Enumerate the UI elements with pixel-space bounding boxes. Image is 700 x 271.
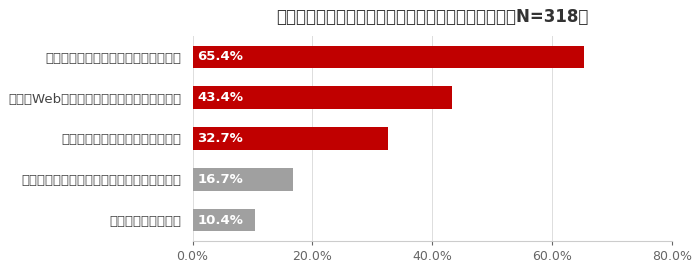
Text: 10.4%: 10.4% (197, 214, 243, 227)
Bar (193, 127, 389, 150)
Bar (193, 209, 255, 231)
Text: 43.4%: 43.4% (197, 91, 244, 104)
Bar (193, 86, 452, 109)
Text: 32.7%: 32.7% (197, 132, 243, 145)
Bar (193, 46, 584, 68)
Text: 16.7%: 16.7% (197, 173, 243, 186)
Text: 65.4%: 65.4% (197, 50, 243, 63)
Title: 報道後、気を付けるようになったこと（報道認知者、N=318）: 報道後、気を付けるようになったこと（報道認知者、N=318） (276, 8, 588, 26)
Bar (193, 168, 293, 191)
